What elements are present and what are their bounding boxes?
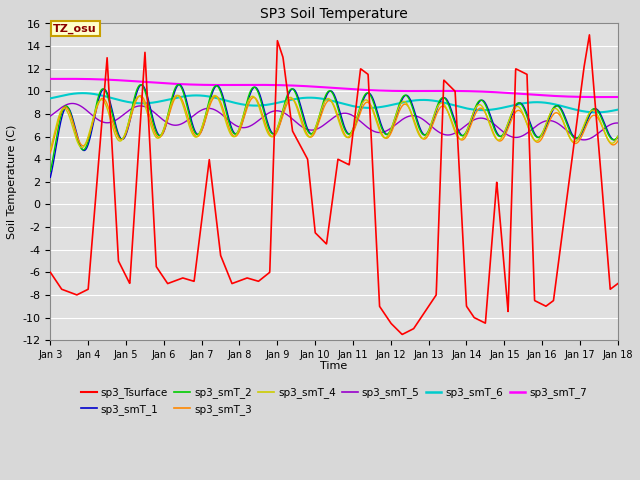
sp3_smT_5 — [603, 124, 611, 130]
sp3_smT_6 — [145, 100, 153, 106]
sp3_smT_4 — [603, 135, 611, 141]
sp3_smT_4 — [173, 93, 180, 98]
sp3_smT_1 — [603, 126, 611, 132]
sp3_smT_3 — [614, 138, 621, 144]
sp3_smT_7 — [145, 79, 153, 85]
Legend: sp3_Tsurface, sp3_smT_1, sp3_smT_2, sp3_smT_3, sp3_smT_4, sp3_smT_5, sp3_smT_6, : sp3_Tsurface, sp3_smT_1, sp3_smT_2, sp3_… — [77, 384, 591, 419]
sp3_smT_2 — [603, 129, 611, 134]
sp3_smT_1 — [289, 86, 296, 92]
sp3_smT_1 — [111, 120, 119, 125]
sp3_smT_4 — [542, 122, 550, 128]
sp3_smT_7 — [289, 83, 296, 88]
Title: SP3 Soil Temperature: SP3 Soil Temperature — [260, 7, 408, 21]
sp3_smT_4 — [289, 96, 296, 102]
sp3_smT_6 — [542, 100, 550, 106]
sp3_smT_7 — [264, 82, 272, 88]
sp3_Tsurface — [586, 32, 593, 38]
sp3_Tsurface — [111, 197, 119, 203]
sp3_smT_7 — [111, 77, 119, 83]
sp3_smT_5 — [542, 118, 550, 124]
Line: sp3_Tsurface: sp3_Tsurface — [51, 35, 618, 335]
sp3_smT_1 — [175, 82, 183, 87]
sp3_smT_6 — [79, 90, 86, 96]
Line: sp3_smT_4: sp3_smT_4 — [51, 96, 618, 149]
sp3_smT_3 — [174, 93, 182, 98]
sp3_smT_1 — [264, 121, 272, 127]
sp3_Tsurface — [614, 281, 621, 287]
Line: sp3_smT_5: sp3_smT_5 — [51, 104, 618, 140]
sp3_smT_7 — [63, 76, 71, 82]
sp3_smT_5 — [47, 113, 54, 119]
sp3_smT_4 — [614, 133, 621, 139]
sp3_smT_2 — [264, 124, 272, 130]
sp3_smT_5 — [111, 118, 119, 123]
sp3_smT_6 — [289, 96, 296, 102]
X-axis label: Time: Time — [321, 361, 348, 371]
sp3_smT_7 — [47, 76, 54, 82]
Line: sp3_smT_6: sp3_smT_6 — [51, 93, 618, 112]
sp3_smT_6 — [614, 107, 621, 112]
sp3_smT_7 — [542, 93, 550, 98]
sp3_smT_7 — [597, 94, 605, 100]
sp3_smT_6 — [111, 96, 119, 102]
sp3_smT_4 — [264, 131, 272, 137]
sp3_smT_2 — [111, 123, 119, 129]
Line: sp3_smT_7: sp3_smT_7 — [51, 79, 618, 97]
Line: sp3_smT_1: sp3_smT_1 — [51, 84, 618, 177]
sp3_smT_4 — [47, 146, 54, 152]
sp3_smT_2 — [175, 82, 182, 87]
Y-axis label: Soil Temperature (C): Soil Temperature (C) — [7, 125, 17, 239]
sp3_smT_2 — [289, 86, 296, 92]
sp3_smT_3 — [603, 134, 611, 140]
sp3_smT_3 — [111, 127, 119, 132]
sp3_smT_3 — [542, 128, 550, 133]
sp3_smT_6 — [603, 109, 611, 115]
sp3_smT_7 — [614, 94, 621, 100]
sp3_smT_3 — [47, 150, 54, 156]
sp3_smT_1 — [542, 125, 550, 131]
sp3_smT_5 — [614, 120, 621, 126]
sp3_Tsurface — [399, 332, 406, 337]
sp3_smT_5 — [289, 116, 296, 122]
sp3_Tsurface — [603, 246, 611, 252]
sp3_Tsurface — [289, 128, 296, 134]
sp3_smT_3 — [289, 96, 296, 102]
Line: sp3_smT_2: sp3_smT_2 — [51, 84, 618, 171]
sp3_Tsurface — [264, 271, 272, 276]
Text: TZ_osu: TZ_osu — [53, 24, 97, 34]
sp3_Tsurface — [47, 269, 54, 275]
sp3_smT_1 — [145, 98, 152, 104]
sp3_smT_6 — [47, 96, 54, 101]
sp3_smT_5 — [580, 137, 588, 143]
sp3_smT_4 — [111, 132, 119, 137]
sp3_Tsurface — [145, 121, 152, 127]
sp3_smT_5 — [68, 101, 76, 107]
Line: sp3_smT_3: sp3_smT_3 — [51, 96, 618, 153]
sp3_smT_3 — [145, 110, 152, 116]
sp3_smT_1 — [614, 135, 621, 141]
sp3_smT_3 — [264, 129, 272, 134]
sp3_smT_2 — [614, 133, 621, 139]
sp3_smT_5 — [264, 110, 272, 116]
sp3_smT_2 — [47, 168, 54, 174]
sp3_smT_1 — [47, 174, 54, 180]
sp3_smT_6 — [593, 109, 600, 115]
sp3_smT_5 — [145, 106, 153, 111]
sp3_smT_2 — [145, 102, 152, 108]
sp3_smT_2 — [542, 122, 550, 128]
sp3_smT_4 — [145, 115, 152, 121]
sp3_Tsurface — [542, 303, 550, 309]
sp3_smT_7 — [603, 94, 611, 100]
sp3_smT_6 — [264, 102, 272, 108]
